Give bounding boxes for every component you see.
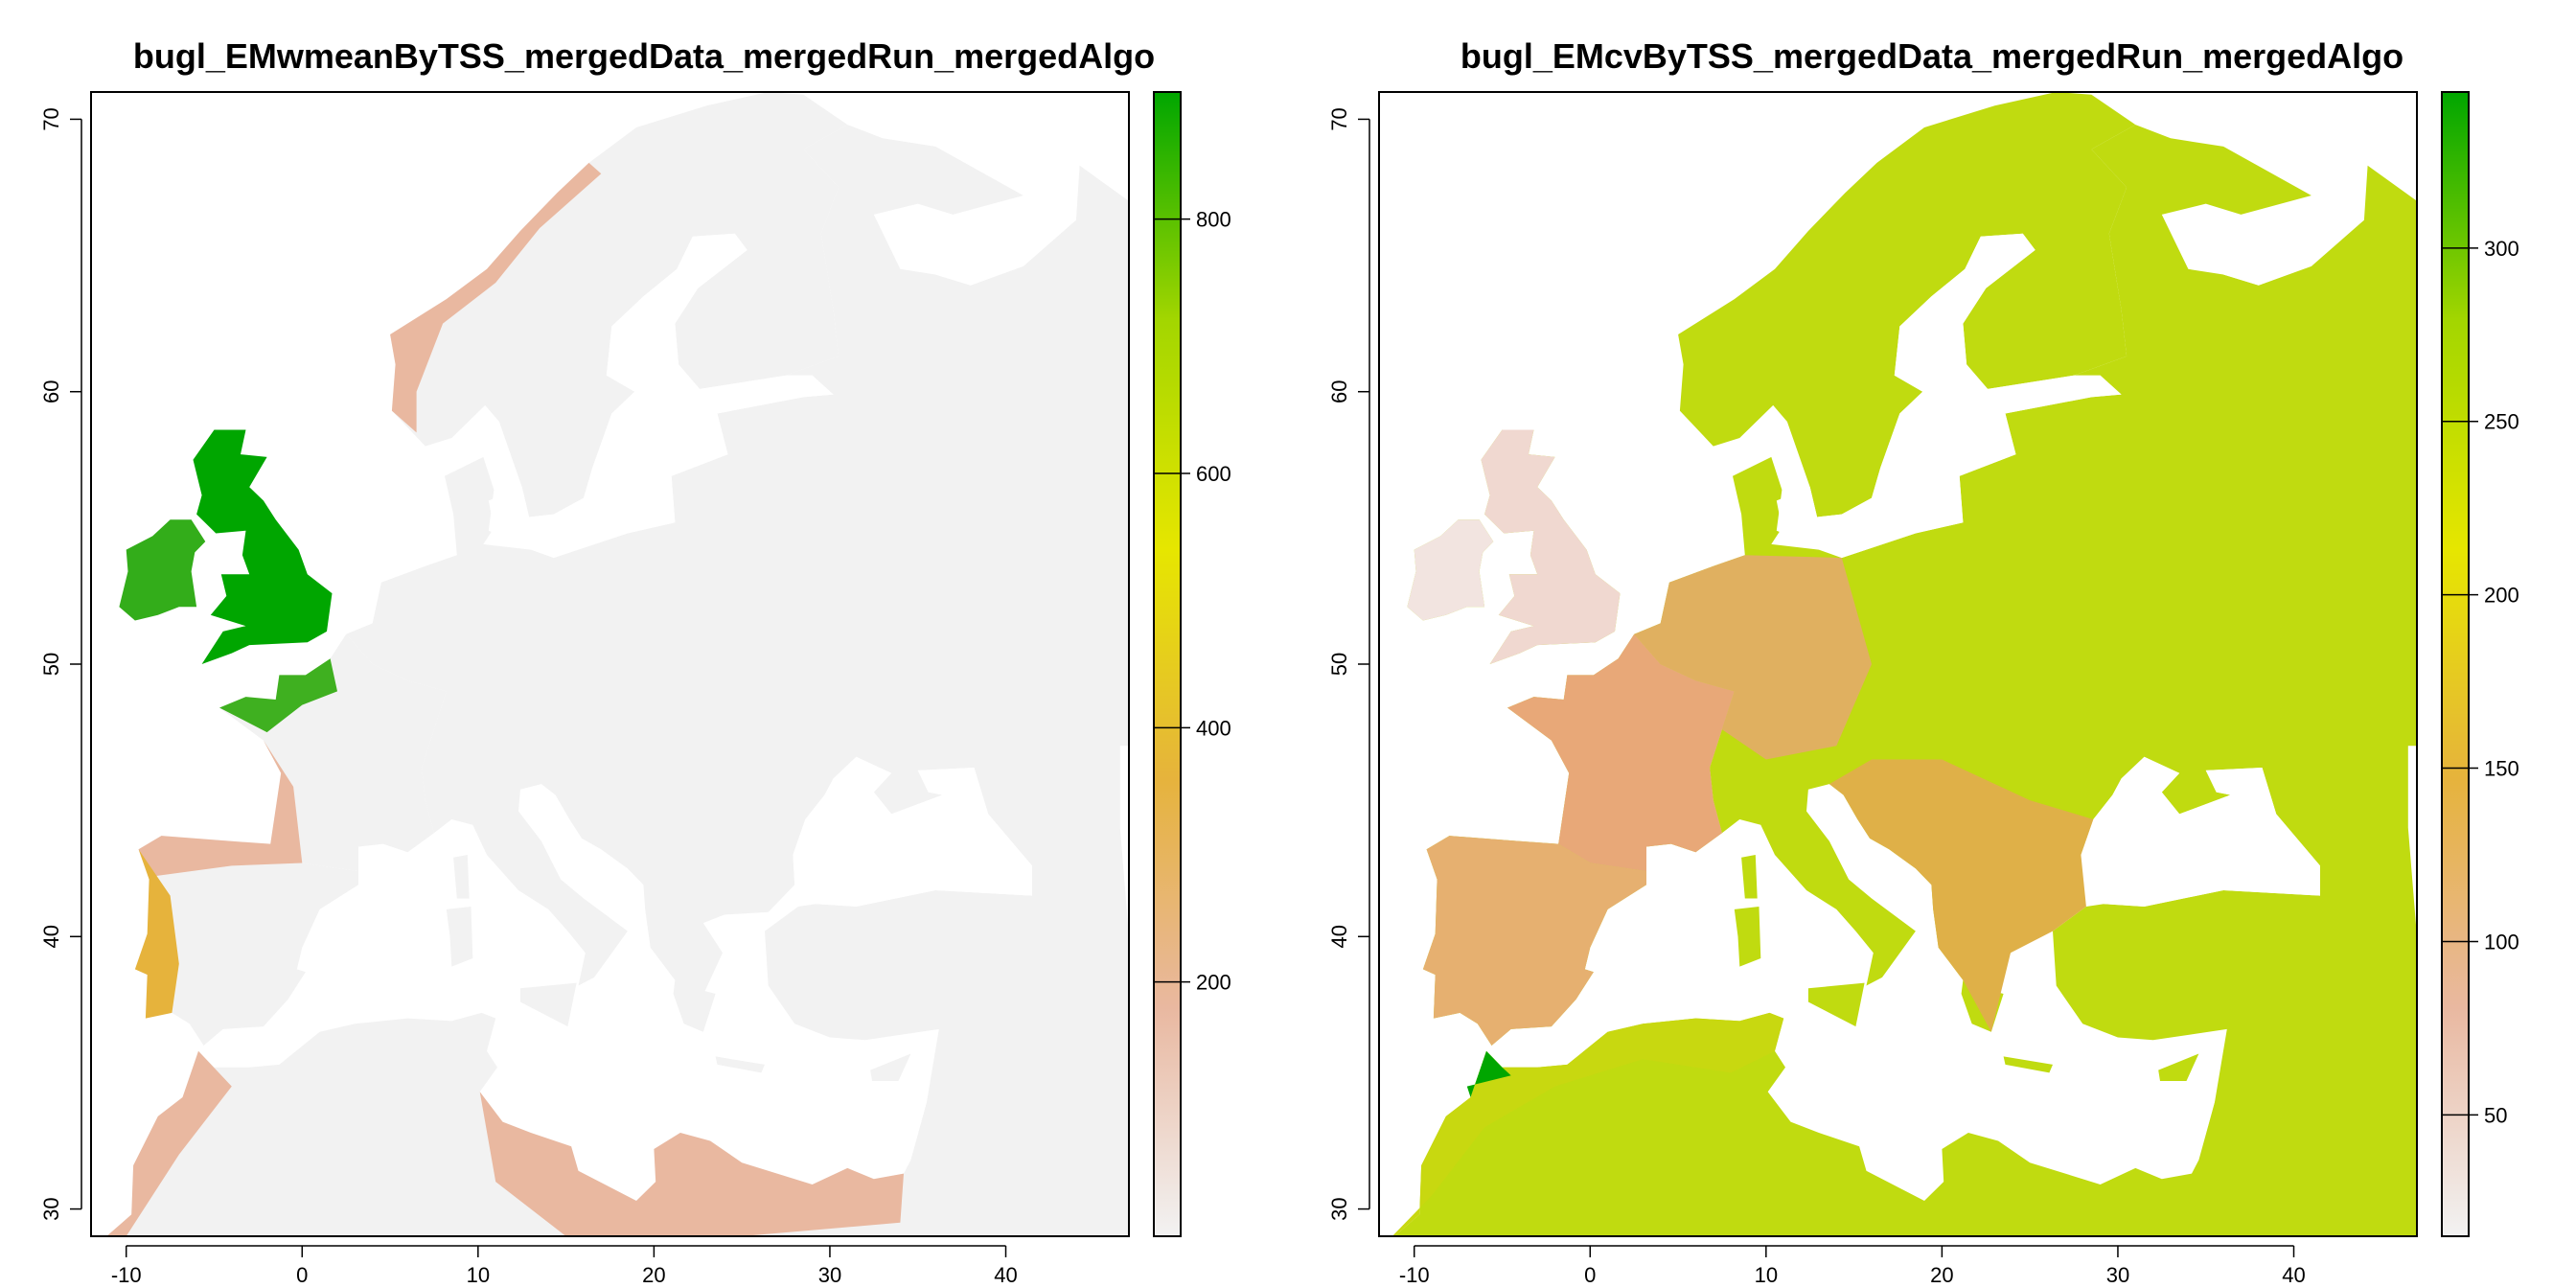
y-tick-label: 70 [39, 107, 63, 130]
y-tick-label: 60 [1327, 380, 1351, 402]
land-crete [715, 1056, 765, 1073]
x-tick-label: 40 [2282, 1263, 2305, 1287]
medium-value-atlantic [138, 740, 303, 877]
plot-frame [90, 91, 1130, 1237]
medium-value-morocco [106, 1050, 232, 1236]
land-sicily [1807, 982, 1865, 1027]
land-centralEurope [1634, 125, 2417, 1236]
mid-value-central [1634, 555, 1872, 760]
sea-whiteSea [873, 196, 1076, 286]
map-plot-cv: -10 0 10 20 30 40 30 40 50 60 70 50 100 150 200 250 300 [1327, 91, 2519, 1287]
y-tick-label: 50 [1327, 653, 1351, 676]
sea-blackSea [793, 756, 1032, 907]
high-value-brittany [219, 658, 337, 733]
x-tick-label: -10 [1399, 1263, 1430, 1287]
low-value-ireland [1407, 519, 1494, 621]
sea-caspian [2407, 746, 2417, 937]
map-title-cv: bugl_EMcvByTSS_mergedData_mergedRun_merg… [1460, 36, 2404, 76]
legend-tick-label: 200 [1196, 971, 1231, 995]
land-sardinia [1734, 907, 1761, 967]
legend-colorbar [1153, 91, 1182, 1237]
high-value-rif [1466, 1050, 1511, 1097]
high-value-ireland [119, 519, 206, 621]
plot-frame [1378, 91, 2418, 1237]
land-cyprus [870, 1053, 911, 1081]
land-iberia [134, 836, 358, 1046]
land-sicily [519, 982, 577, 1027]
medium-value-portugal [134, 849, 179, 1019]
map-plot-wmean: -10 0 10 20 30 40 30 40 50 60 70 200 400 600 800 [39, 91, 1231, 1287]
legend-tick-label: 250 [2484, 410, 2519, 434]
low-value-britain [1481, 429, 1621, 664]
x-tick-label: -10 [111, 1263, 142, 1287]
legend-tick-label: 100 [2484, 930, 2519, 954]
legend-tick-label: 200 [2484, 584, 2519, 608]
x-tick-label: 30 [818, 1263, 841, 1287]
map-area [91, 92, 1129, 1236]
x-tick-label: 0 [1584, 1263, 1596, 1287]
land-centralEurope [346, 125, 1129, 1236]
legend-tick-label: 800 [1196, 208, 1231, 232]
y-tick-label: 40 [39, 925, 63, 948]
y-tick-label: 40 [1327, 925, 1351, 948]
legend-tick-label: 50 [2484, 1103, 2507, 1127]
x-tick-label: 0 [296, 1263, 308, 1287]
mid-value-balkans [1828, 759, 2094, 1032]
sea-whiteSea [2161, 196, 2364, 286]
x-tick-label: 10 [1755, 1263, 1778, 1287]
land-sardinia [446, 907, 473, 967]
sea-blackSea [2081, 756, 2320, 907]
land-africa [1379, 1012, 2417, 1236]
y-tick-label: 50 [39, 653, 63, 676]
legend-colorbar [2441, 91, 2470, 1237]
legend-tick-label: 600 [1196, 462, 1231, 486]
legend-tick-label: 150 [2484, 757, 2519, 781]
map-panel-cv: bugl_EMcvByTSS_mergedData_mergedRun_merg… [1288, 0, 2576, 1288]
medium-value-north-africa [479, 1092, 904, 1236]
map-area [1379, 92, 2417, 1236]
x-tick-label: 40 [994, 1263, 1017, 1287]
x-tick-label: 20 [642, 1263, 665, 1287]
y-tick-label: 30 [1327, 1197, 1351, 1220]
legend-tick-label: 400 [1196, 716, 1231, 740]
map-title-wmean: bugl_EMwmeanByTSS_mergedData_mergedRun_m… [132, 36, 1156, 76]
x-tick-label: 20 [1930, 1263, 1953, 1287]
mid-value-iberia [1422, 836, 1646, 1046]
sea-caspian [1119, 746, 1129, 937]
sea-baltic [483, 233, 834, 559]
x-tick-label: 30 [2106, 1263, 2129, 1287]
y-tick-label: 70 [1327, 107, 1351, 130]
medium-value-norway-coast [390, 162, 602, 433]
y-tick-label: 30 [39, 1197, 63, 1220]
legend-tick-label: 300 [2484, 237, 2519, 261]
land-scandinavia [390, 92, 848, 518]
x-tick-label: 10 [467, 1263, 490, 1287]
land-scandinavia [1678, 92, 2136, 518]
land-corsica [453, 855, 470, 899]
mid-value-france [1507, 633, 1735, 872]
map-panel-wmean: bugl_EMwmeanByTSS_mergedData_mergedRun_m… [39, 36, 1231, 1287]
land-corsica [1741, 855, 1758, 899]
sea-baltic [1771, 233, 2122, 559]
y-tick-label: 60 [39, 380, 63, 402]
high-value-britain [193, 429, 333, 664]
land-crete [2003, 1056, 2053, 1073]
land-cyprus [2158, 1053, 2199, 1081]
